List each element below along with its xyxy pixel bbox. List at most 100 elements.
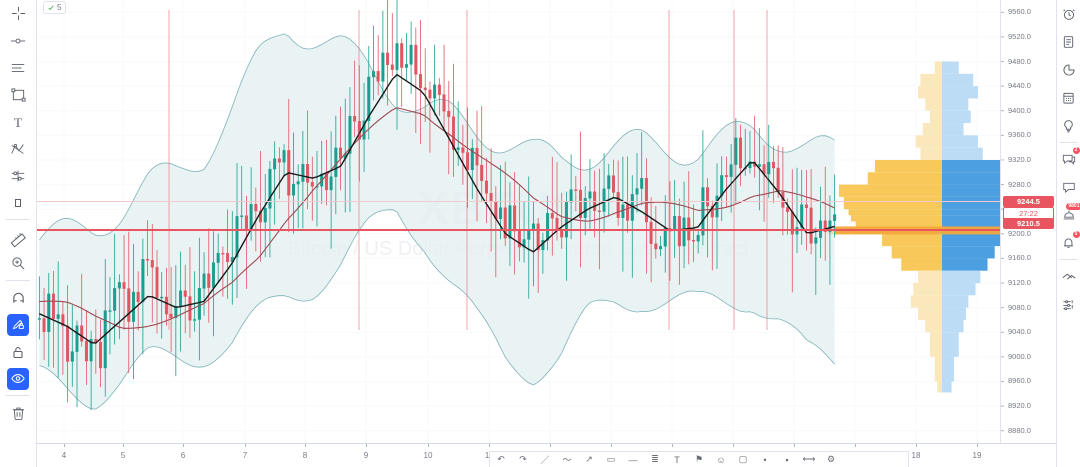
high-price-line	[37, 201, 1000, 202]
chart-container: 5 XBTUSD Bitcoin / US Dollar Perpetual I…	[37, 0, 1056, 467]
hide-drawings-active	[7, 367, 29, 390]
time-tick-mark	[64, 444, 65, 447]
price-axis-ticks	[1001, 11, 1004, 432]
price-tick-label: 9080.0	[1008, 302, 1031, 312]
price-tick-label: 9440.0	[1008, 81, 1031, 91]
right-divider-2	[1059, 259, 1078, 260]
notifications-bell-icon[interactable]: 5	[1057, 229, 1080, 257]
lock-drawings-icon[interactable]	[2, 338, 35, 365]
crosshair-cursor-icon[interactable]	[2, 0, 35, 27]
time-tick-mark	[916, 444, 917, 447]
time-tick-mark	[794, 444, 795, 447]
trend-line-icon[interactable]	[2, 27, 35, 54]
line-tool-icon[interactable]: ／	[540, 455, 550, 465]
watchlist-pie-icon[interactable]	[1057, 56, 1080, 84]
fib-icon[interactable]: ≣	[651, 454, 659, 464]
notifications-badge: 5	[1072, 231, 1080, 238]
ideas-lightbulb-icon[interactable]	[1057, 112, 1080, 140]
high-price-label[interactable]: 9244.5	[1003, 196, 1054, 207]
time-tick-mark	[855, 444, 856, 447]
measure-icon[interactable]: ⟷	[802, 454, 816, 464]
forecast-tool-icon[interactable]	[2, 162, 35, 189]
floating-drawing-toolbar[interactable]: ↶ ↷ ／ 〜 ↗ ▭ — ≣ T ⚑ ☺ ▢ • ▪ ⟷ ⚙	[489, 451, 909, 467]
settings-icon[interactable]: ⚙	[826, 454, 836, 464]
time-tick-label: 4	[61, 451, 67, 460]
private-chat-icon[interactable]	[1057, 173, 1080, 201]
flag-icon[interactable]: ⚑	[694, 454, 704, 464]
last-price-label[interactable]: 9210.5	[1003, 218, 1054, 229]
stream-badge: 9801	[1066, 203, 1080, 210]
price-tick-label: 9160.0	[1008, 253, 1031, 263]
price-tick-label: 9320.0	[1008, 154, 1031, 164]
price-tick-label: 8880.0	[1008, 425, 1031, 435]
text-icon[interactable]: T	[674, 454, 680, 465]
time-tick-mark	[183, 444, 184, 447]
drawing-mode-lock-icon[interactable]	[2, 311, 35, 338]
price-tick-label: 9000.0	[1008, 351, 1031, 361]
horizontal-lines-icon[interactable]	[2, 54, 35, 81]
undo-icon[interactable]: ↶	[497, 454, 505, 464]
time-tick-mark	[428, 444, 429, 447]
rectangle-shape-icon[interactable]	[2, 81, 35, 108]
time-tick-mark	[550, 444, 551, 447]
ruler-measure-icon[interactable]	[2, 223, 35, 250]
price-axis[interactable]: 9560.0 9520.0 9480.0 9440.0 9400.0 9360.0 9320…	[1000, 0, 1056, 443]
time-tick-mark	[489, 444, 490, 447]
arrow-icon[interactable]: ↗	[585, 454, 593, 464]
box-icon[interactable]: ▢	[738, 454, 748, 464]
data-window-icon[interactable]	[1057, 28, 1080, 56]
redo-icon[interactable]: ↷	[519, 454, 527, 464]
text-tool-icon[interactable]: T	[2, 108, 35, 135]
zoom-in-icon[interactable]	[2, 250, 35, 277]
magnet-icon[interactable]	[2, 284, 35, 311]
price-tick-label: 9120.0	[1008, 278, 1031, 288]
right-panel-toolbar: 2 9801 5	[1056, 0, 1080, 467]
stream-icon[interactable]: 9801	[1057, 201, 1080, 229]
drawing-mode-lock-active	[7, 313, 29, 336]
time-tick-mark	[245, 444, 246, 447]
pattern-tool-icon[interactable]	[2, 135, 35, 162]
rectangle-icon[interactable]: ▭	[606, 454, 616, 464]
time-tick-label: 10	[423, 451, 433, 460]
brush-icon[interactable]: 〜	[562, 455, 572, 465]
remove-drawings-icon[interactable]	[2, 399, 35, 426]
price-tick-label: 9560.0	[1008, 7, 1031, 17]
price-tick-label: 8920.0	[1008, 401, 1031, 411]
price-tick-label: 9040.0	[1008, 327, 1031, 337]
chevron-collapse-icon[interactable]	[1057, 262, 1080, 290]
price-tick-label: 9200.0	[1008, 228, 1031, 238]
time-tick-mark	[733, 444, 734, 447]
alerts-clock-icon[interactable]	[1057, 0, 1080, 28]
toolbar-divider	[6, 219, 30, 220]
check-icon	[48, 4, 54, 10]
price-tick-label: 9520.0	[1008, 31, 1031, 41]
dot-icon[interactable]: •	[763, 454, 767, 465]
time-tick-mark	[123, 444, 124, 447]
small-rectangle-icon[interactable]	[2, 189, 35, 216]
svg-text:T: T	[14, 115, 22, 130]
emoji-icon[interactable]: ☺	[716, 454, 726, 465]
last-price-line	[37, 229, 1000, 231]
price-tick-label: 9360.0	[1008, 130, 1031, 140]
time-tick-label: 9	[363, 451, 369, 460]
public-chat-icon[interactable]: 2	[1057, 145, 1080, 173]
square-icon[interactable]: ▪	[785, 454, 789, 465]
time-tick-label: 8	[302, 451, 308, 460]
price-tick-label: 8960.0	[1008, 376, 1031, 386]
interval-label: 5	[57, 3, 62, 12]
time-tick-label: 5	[120, 451, 126, 460]
price-plot-area[interactable]: XBTUSD Bitcoin / US Dollar Perpetual Inv…	[37, 0, 1000, 443]
hide-drawings-icon[interactable]	[2, 365, 35, 392]
object-tree-icon[interactable]	[1057, 290, 1080, 318]
price-tick-label: 9480.0	[1008, 56, 1031, 66]
time-tick-label: 19	[972, 451, 982, 460]
interval-chip[interactable]: 5	[43, 1, 67, 14]
right-divider	[1059, 142, 1078, 143]
time-tick-mark	[305, 444, 306, 447]
calendar-icon[interactable]	[1057, 84, 1080, 112]
time-tick-label: 18	[911, 451, 921, 460]
left-drawing-toolbar: T	[0, 0, 37, 467]
horizontal-line-icon[interactable]: —	[628, 454, 638, 465]
price-series	[37, 0, 837, 410]
